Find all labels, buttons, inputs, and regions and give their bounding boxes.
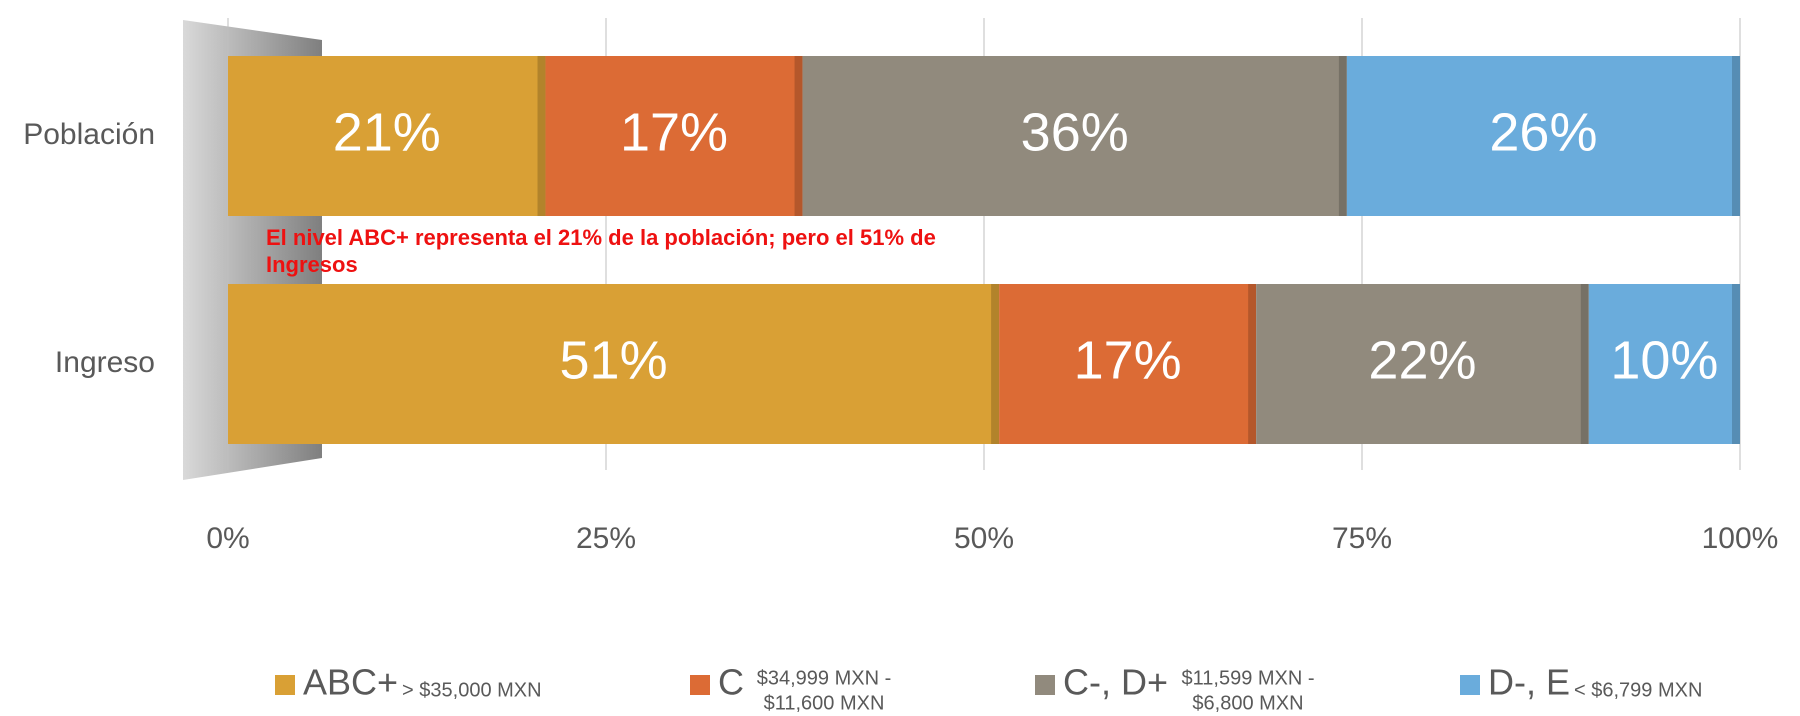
bar-segment xyxy=(802,56,1347,216)
bar-side xyxy=(1732,56,1740,216)
legend-description: $6,800 MXN xyxy=(1192,692,1303,714)
bar-side xyxy=(1580,284,1589,444)
legend-description: < $6,799 MXN xyxy=(1574,679,1702,701)
legend-label: C-, D+ xyxy=(1063,662,1168,703)
value-label: 21% xyxy=(333,102,441,162)
legend-label: C xyxy=(718,662,744,703)
legend-swatch xyxy=(275,675,295,695)
category-label: Población xyxy=(23,118,155,151)
bar-side xyxy=(1338,56,1347,216)
legend-swatch xyxy=(690,675,710,695)
x-tick-label: 25% xyxy=(576,522,636,555)
legend-swatch xyxy=(1460,675,1480,695)
x-tick-label: 50% xyxy=(954,522,1014,555)
bar-side xyxy=(794,56,803,216)
value-label: 17% xyxy=(1074,330,1182,390)
x-tick-label: 100% xyxy=(1702,522,1779,555)
annotation: El nivel ABC+ representa el 21% de la po… xyxy=(266,225,936,277)
bar-side xyxy=(1732,284,1740,444)
value-label: 10% xyxy=(1610,330,1718,390)
legend-description: $11,600 MXN xyxy=(764,692,885,714)
value-label: 36% xyxy=(1021,102,1129,162)
bar-side xyxy=(537,56,546,216)
value-label: 22% xyxy=(1368,330,1476,390)
legend-description: $11,599 MXN - xyxy=(1182,667,1315,689)
x-tick-label: 75% xyxy=(1332,522,1392,555)
legend-description: > $35,000 MXN xyxy=(402,679,542,701)
value-label: 17% xyxy=(620,102,728,162)
legend-swatch xyxy=(1035,675,1055,695)
value-label: 51% xyxy=(560,330,668,390)
x-tick-label: 0% xyxy=(206,522,249,555)
legend-label: ABC+ xyxy=(303,662,398,703)
legend-description: $34,999 MXN - xyxy=(757,667,892,689)
bar-segment xyxy=(1346,56,1740,216)
category-label: Ingreso xyxy=(55,346,155,379)
bar-segment xyxy=(1256,284,1589,444)
bar-segment xyxy=(545,56,803,216)
bar-side xyxy=(991,284,1000,444)
value-label: 26% xyxy=(1489,102,1597,162)
bar-side xyxy=(1248,284,1257,444)
legend-label: D-, E xyxy=(1488,662,1570,703)
bar-segment xyxy=(999,284,1257,444)
bar-segment xyxy=(228,284,1000,444)
bar-segment xyxy=(1588,284,1740,444)
bar-segment xyxy=(228,56,546,216)
